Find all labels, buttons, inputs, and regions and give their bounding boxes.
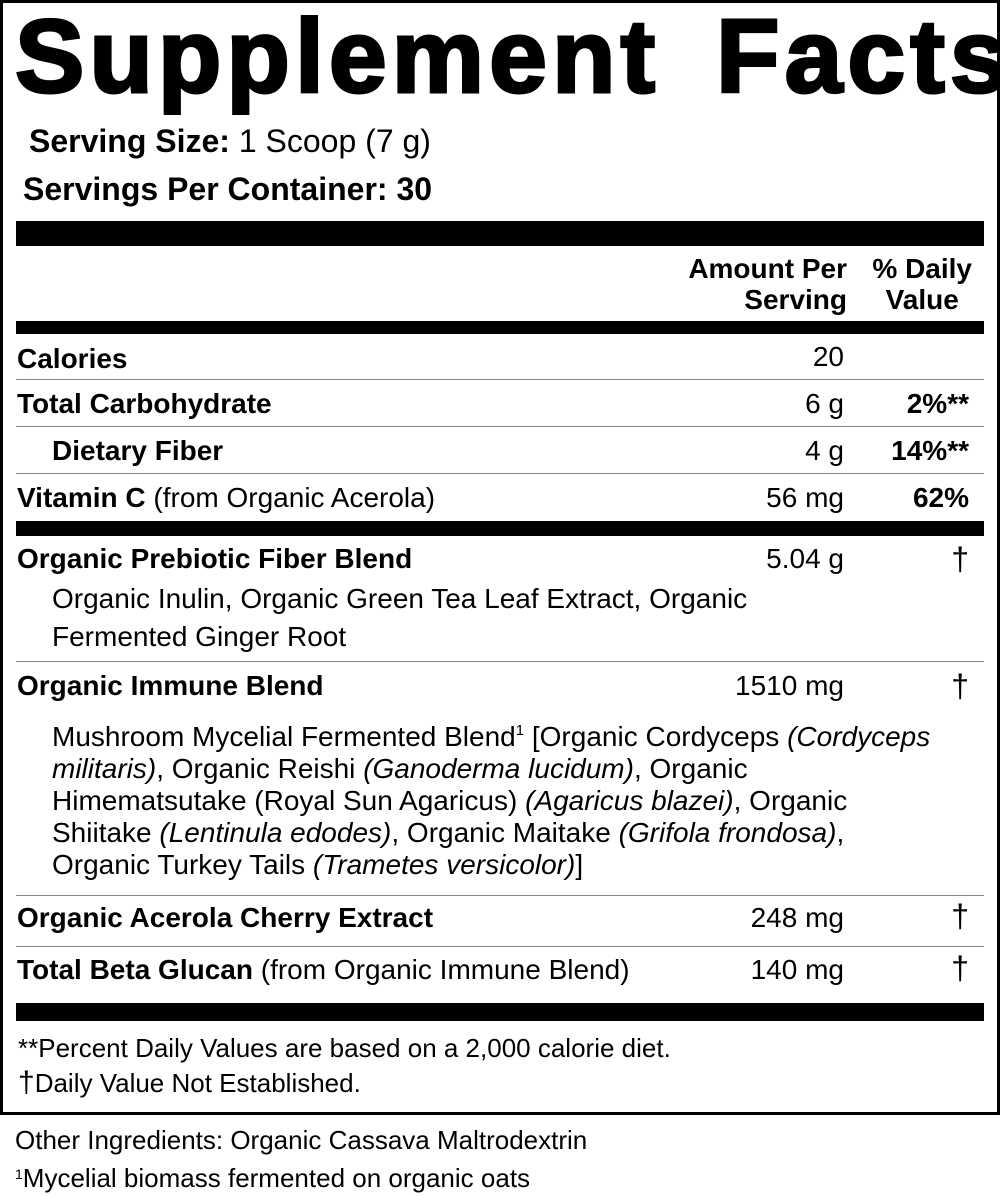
divider xyxy=(16,379,984,380)
blend-amount: 140 mg xyxy=(750,954,844,985)
ingredient-text: , Organic Maitake xyxy=(391,817,619,848)
dagger-icon: † xyxy=(951,950,969,986)
footnote-mycelial: 1Mycelial biomass fermented on organic o… xyxy=(15,1163,531,1193)
serving-size-value: 1 Scoop (7 g) xyxy=(238,123,431,159)
ingredient-text: , Organic Himematsutake (Royal Sun Agari… xyxy=(52,753,748,816)
latin-name: (Agaricus blazei) xyxy=(525,785,734,816)
ingredient-text: [Organic Cordyceps xyxy=(524,721,788,752)
serving-size-label: Serving Size: xyxy=(29,123,230,159)
row-name: Total Carbohydrate xyxy=(17,388,272,419)
divider xyxy=(16,473,984,474)
blend-name: Organic Acerola Cherry Extract xyxy=(17,902,434,933)
row-amount: 6 g xyxy=(805,388,844,419)
blend-name: Organic Prebiotic Fiber Blend xyxy=(17,543,413,574)
blend-name: Organic Immune Blend xyxy=(17,670,324,701)
latin-name: (Lentinula edodes) xyxy=(159,817,392,848)
row-amount: 20 xyxy=(812,341,844,372)
servings-per-container: Servings Per Container: 30 xyxy=(23,171,432,207)
row-vitamin-c: Vitamin C (from Organic Acerola) xyxy=(17,482,436,513)
row-amount: 4 g xyxy=(805,435,844,466)
row-dv: 2%** xyxy=(906,388,969,419)
divider-thick xyxy=(16,521,984,536)
supplement-facts-panel: Supplement Facts Serving Size: 1 Scoop (… xyxy=(0,0,1000,1115)
ingredient-text: , Organic Turkey Tails xyxy=(52,817,845,880)
dagger-icon: † xyxy=(951,668,969,704)
divider-thick xyxy=(16,221,984,246)
divider-thick xyxy=(16,1003,984,1021)
amount-header: Amount Per Serving xyxy=(688,253,847,315)
ingredient-text: , Organic Shiitake xyxy=(52,785,848,848)
dagger-icon: † xyxy=(951,898,969,934)
row-amount: 56 mg xyxy=(766,482,844,513)
dagger-icon: † xyxy=(951,541,969,577)
ingredient-text: ] xyxy=(575,849,584,880)
other-ingredients: Other Ingredients: Organic Cassava Maltr… xyxy=(15,1125,588,1155)
blend-amount: 248 mg xyxy=(750,902,844,933)
blend-amount: 1510 mg xyxy=(735,670,844,701)
servings-value: 30 xyxy=(396,171,433,207)
servings-label: Servings Per Container: xyxy=(23,171,388,207)
row-name: Dietary Fiber xyxy=(52,435,224,466)
divider xyxy=(16,946,984,947)
ingredient-text: , Organic Reishi xyxy=(156,753,364,784)
latin-name: (Grifola frondosa) xyxy=(618,817,837,848)
divider xyxy=(16,895,984,896)
latin-name: (Ganoderma lucidum) xyxy=(363,753,634,784)
divider-thick xyxy=(16,321,984,334)
row-name: Calories xyxy=(17,343,128,374)
divider xyxy=(16,426,984,427)
row-dv: 62% xyxy=(912,482,969,513)
dv-header: % Daily Value xyxy=(872,253,972,315)
title: Supplement Facts xyxy=(14,0,1000,117)
row-dv: 14%** xyxy=(891,435,969,466)
blend-ingredients: Mushroom Mycelial Fermented Blend1 [Orga… xyxy=(52,721,931,880)
footnote-percent: **Percent Daily Values are based on a 2,… xyxy=(18,1033,671,1063)
blend-ingredients: Organic Inulin, Organic Green Tea Leaf E… xyxy=(52,583,748,652)
latin-name: (Trametes versicolor) xyxy=(312,849,576,880)
serving-size: Serving Size: 1 Scoop (7 g) xyxy=(29,123,431,159)
dagger-icon: † xyxy=(18,1066,35,1099)
blend-amount: 5.04 g xyxy=(766,543,844,574)
row-beta-glucan: Total Beta Glucan (from Organic Immune B… xyxy=(17,954,630,985)
divider xyxy=(16,661,984,662)
latin-name: (Cordyceps militaris) xyxy=(52,721,931,784)
footnote-dagger: †Daily Value Not Established. xyxy=(18,1066,361,1099)
